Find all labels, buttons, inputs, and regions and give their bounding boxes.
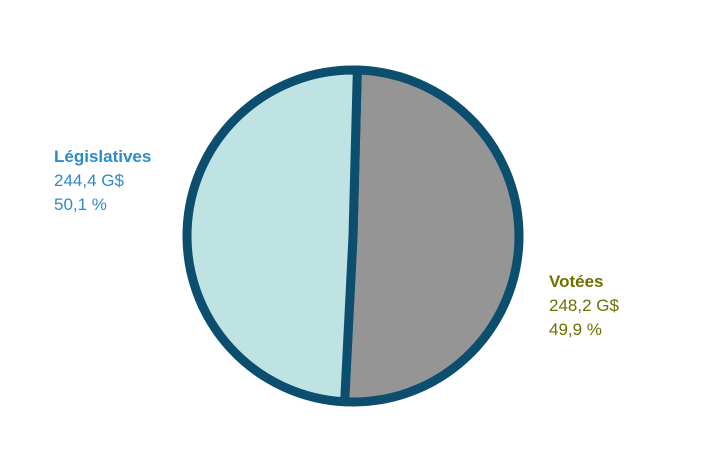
- pie-slice-votees: [340, 65, 524, 407]
- pie-slices: [182, 65, 524, 407]
- slice-label-votees: Votées 248,2 G$ 49,9 %: [549, 270, 619, 342]
- slice-amount-votees: 248,2 G$: [549, 296, 619, 315]
- slice-percent-legislatives: 50,1 %: [54, 195, 107, 214]
- slice-label-legislatives: Législatives 244,4 G$ 50,1 %: [54, 145, 151, 217]
- pie-slice-legislatives: [182, 65, 362, 407]
- slice-name-legislatives: Législatives: [54, 147, 152, 166]
- slice-amount-legislatives: 244,4 G$: [54, 171, 124, 190]
- slice-percent-votees: 49,9 %: [549, 320, 602, 339]
- slice-name-votees: Votées: [549, 272, 604, 291]
